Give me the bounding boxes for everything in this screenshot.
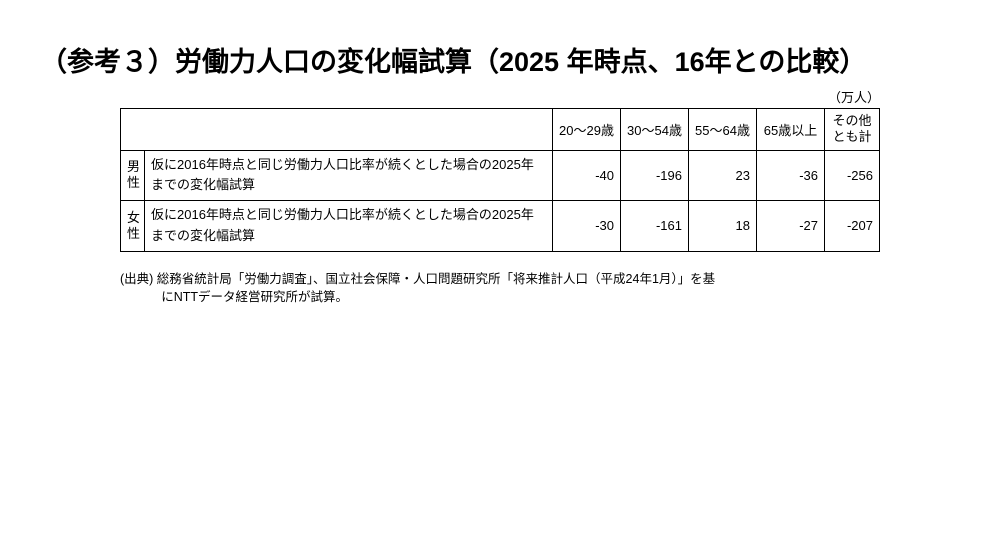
header-age3: 55～64歳 <box>689 109 757 151</box>
desc-cell: 仮に2016年時点と同じ労働力人口比率が続くとした場合の2025年までの変化幅試… <box>145 150 553 201</box>
page-title: （参考３）労働力人口の変化幅試算（2025 年時点、16年との比較） <box>40 40 960 79</box>
header-age1: 20～29歳 <box>553 109 621 151</box>
unit-label: （万人） <box>120 87 880 106</box>
table-row: 女性 仮に2016年時点と同じ労働力人口比率が続くとした場合の2025年までの変… <box>121 201 880 252</box>
value-cell: 23 <box>689 150 757 201</box>
value-cell: -30 <box>553 201 621 252</box>
value-cell-total: -207 <box>825 201 880 252</box>
header-age2: 30～54歳 <box>621 109 689 151</box>
data-table: 20～29歳 30～54歳 55～64歳 65歳以上 その他とも計 男性 仮に2… <box>120 108 880 252</box>
header-total: その他とも計 <box>825 109 880 151</box>
value-cell: -161 <box>621 201 689 252</box>
desc-cell: 仮に2016年時点と同じ労働力人口比率が続くとした場合の2025年までの変化幅試… <box>145 201 553 252</box>
source-line1: (出典) 総務省統計局「労働力調査」、国立社会保障・人口問題研究所「将来推計人口… <box>120 272 715 286</box>
source-line2: にNTTデータ経営研究所が試算。 <box>120 288 880 307</box>
value-cell: -36 <box>757 150 825 201</box>
value-cell: -40 <box>553 150 621 201</box>
header-age4: 65歳以上 <box>757 109 825 151</box>
gender-cell-male: 男性 <box>121 150 145 201</box>
gender-cell-female: 女性 <box>121 201 145 252</box>
value-cell: 18 <box>689 201 757 252</box>
value-cell: -27 <box>757 201 825 252</box>
table-row: 男性 仮に2016年時点と同じ労働力人口比率が続くとした場合の2025年までの変… <box>121 150 880 201</box>
header-blank <box>121 109 553 151</box>
table-header-row: 20～29歳 30～54歳 55～64歳 65歳以上 その他とも計 <box>121 109 880 151</box>
value-cell: -196 <box>621 150 689 201</box>
value-cell-total: -256 <box>825 150 880 201</box>
source-note: (出典) 総務省統計局「労働力調査」、国立社会保障・人口問題研究所「将来推計人口… <box>120 270 880 308</box>
